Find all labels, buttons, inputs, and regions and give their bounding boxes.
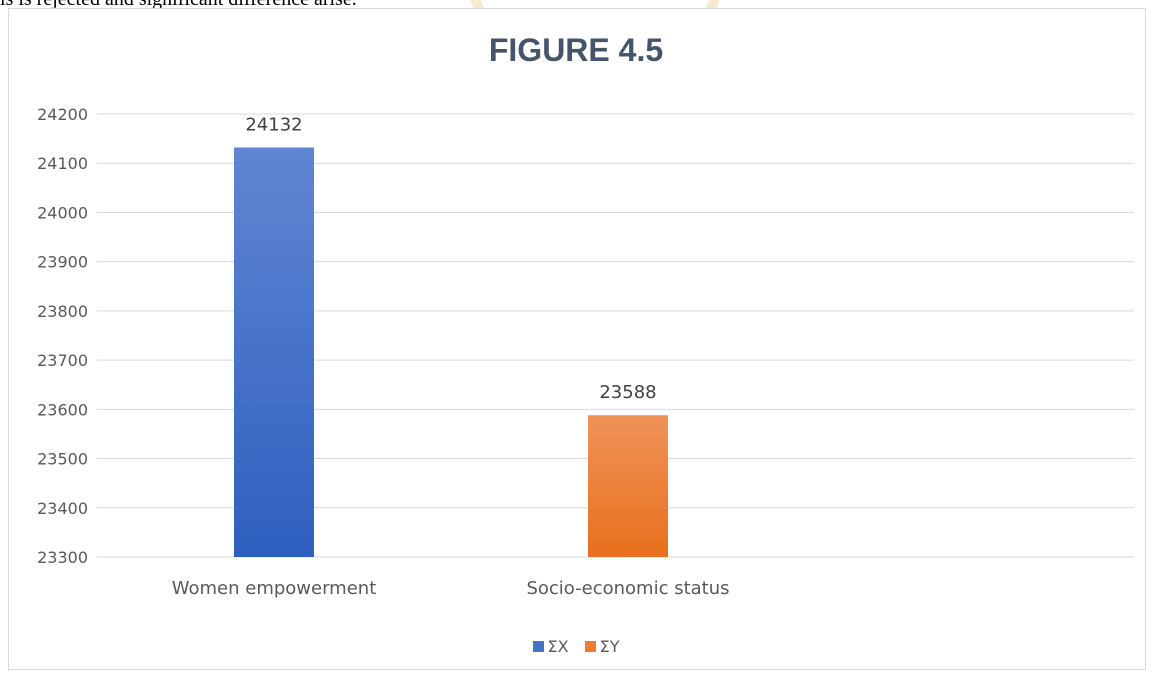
- y-tick-label: 23300: [37, 548, 88, 567]
- y-tick-label: 24200: [37, 105, 88, 124]
- bars: [234, 147, 668, 557]
- legend-item-sx: ΣX: [532, 637, 569, 656]
- legend-swatch-sy: [584, 641, 596, 652]
- legend-label-sx: ΣX: [547, 637, 569, 656]
- x-tick-label: Socio-economic status: [526, 578, 729, 599]
- legend: ΣX ΣY: [0, 637, 1152, 656]
- data-labels: 24132 23588: [245, 114, 656, 403]
- y-tick-label: 23500: [37, 450, 88, 469]
- y-tick-label: 23600: [37, 400, 88, 419]
- legend-swatch-sx: [532, 641, 544, 652]
- x-axis: Women empowerment Socio-economic status: [172, 578, 730, 599]
- legend-label-sy: ΣY: [599, 637, 620, 656]
- bar-xy-1: [588, 415, 668, 557]
- y-axis: 23300 23400 23500 23600 23700 23800 23900 24000…: [37, 105, 88, 567]
- y-tick-label: 23700: [37, 351, 88, 370]
- chart-title: FIGURE 4.5: [488, 32, 664, 68]
- y-tick-label: 24100: [37, 154, 88, 173]
- y-tick-label: 23900: [37, 253, 88, 272]
- x-tick-label: Women empowerment: [172, 578, 377, 599]
- chart-area: [8, 8, 1146, 670]
- data-label: 23588: [599, 382, 656, 403]
- bar-xx-0: [234, 147, 314, 557]
- y-tick-label: 23400: [37, 499, 88, 518]
- y-tick-label: 23800: [37, 302, 88, 321]
- legend-item-sy: ΣY: [584, 637, 620, 656]
- y-tick-label: 24000: [37, 203, 88, 222]
- document-text: is is rejected and significant differenc…: [0, 0, 357, 11]
- data-label: 24132: [245, 114, 302, 135]
